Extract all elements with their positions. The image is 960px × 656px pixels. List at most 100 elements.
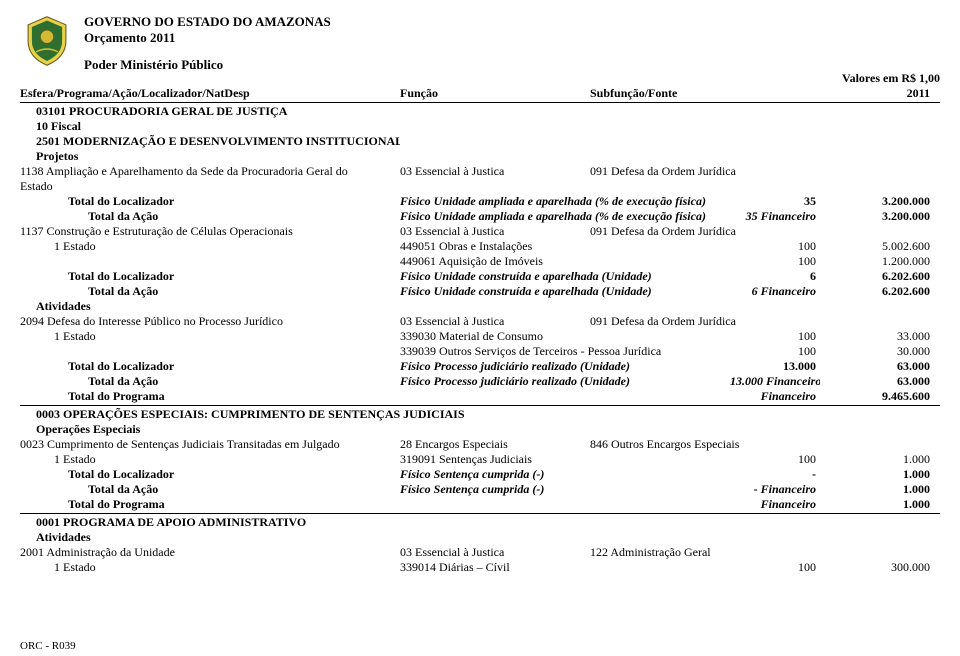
funcao-1137: 03 Essencial à Justica [400, 224, 590, 239]
programa-0001: 0001 PROGRAMA DE APOIO ADMINISTRATIVO [20, 515, 400, 530]
subfuncao-2001: 122 Administração Geral [590, 545, 820, 560]
total-acao-label: Total da Ação [20, 374, 400, 389]
table-row: 1137 Construção e Estruturação de Célula… [20, 224, 940, 239]
table-row: 03101 PROCURADORIA GERAL DE JUSTIÇA [20, 104, 940, 119]
rule [20, 513, 940, 514]
natdesp: 339014 Diárias – Cívil [400, 560, 720, 575]
table-row: Total do Localizador Físico Unidade cons… [20, 269, 940, 284]
fonte: 100 [720, 239, 820, 254]
table-row: 2501 MODERNIZAÇÃO E DESENVOLVIMENTO INST… [20, 134, 940, 149]
table-header-row: Esfera/Programa/Ação/Localizador/NatDesp… [20, 86, 940, 101]
qty: 6 [730, 269, 820, 284]
valor: 300.000 [820, 560, 930, 575]
valor: 6.202.600 [820, 269, 930, 284]
valor: 9.465.600 [820, 389, 930, 404]
table-row: Total do Localizador Físico Sentença cum… [20, 467, 940, 482]
table-row: Total do Programa Financeiro 1.000 [20, 497, 940, 512]
poder-title: Poder Ministério Público [84, 57, 331, 73]
table-row: 1 Estado 339014 Diárias – Cívil 100 300.… [20, 560, 940, 575]
valor: 1.000 [820, 467, 930, 482]
subfuncao-2094: 091 Defesa da Ordem Jurídica [590, 314, 820, 329]
subfuncao-1137: 091 Defesa da Ordem Jurídica [590, 224, 820, 239]
rule [20, 405, 940, 406]
fonte: 100 [720, 329, 820, 344]
total-acao-label: Total da Ação [20, 482, 400, 497]
acao-1138-b: Estado [20, 179, 400, 194]
table-row: 1138 Ampliação e Aparelhamento da Sede d… [20, 164, 940, 179]
total-programa-label: Total do Programa [20, 389, 400, 404]
valor: 1.000 [820, 452, 930, 467]
natdesp: 319091 Sentenças Judiciais [400, 452, 720, 467]
table-row: 0003 OPERAÇÕES ESPECIAIS: CUMPRIMENTO DE… [20, 407, 940, 422]
valor: 3.200.000 [820, 209, 930, 224]
qty: 13.000 [730, 359, 820, 374]
loc-estado: 1 Estado [20, 560, 400, 575]
valor: 3.200.000 [820, 194, 930, 209]
qty-fin: 13.000 Financeiro [730, 374, 820, 389]
acao-2001: 2001 Administração da Unidade [20, 545, 400, 560]
qty: 35 [730, 194, 820, 209]
budget-table: Esfera/Programa/Ação/Localizador/NatDesp… [20, 86, 940, 575]
subfuncao-0023: 846 Outros Encargos Especiais [590, 437, 820, 452]
fisico-desc: Físico Unidade construída e aparelhada (… [400, 269, 730, 284]
col-funcao: Função [400, 86, 590, 101]
qty-fin: - Financeiro [730, 482, 820, 497]
funcao-0023: 28 Encargos Especiais [400, 437, 590, 452]
org-title: 03101 PROCURADORIA GERAL DE JUSTIÇA [20, 104, 400, 119]
fonte: 100 [720, 344, 820, 359]
funcao-1138: 03 Essencial à Justica [400, 164, 590, 179]
subfuncao-1138: 091 Defesa da Ordem Jurídica [590, 164, 820, 179]
total-localizador-label: Total do Localizador [20, 467, 400, 482]
fisico-desc: Físico Unidade ampliada e aparelhada (% … [400, 209, 730, 224]
table-row: 10 Fiscal [20, 119, 940, 134]
valor: 63.000 [820, 359, 930, 374]
fisico-desc: Físico Sentença cumprida (-) [400, 482, 730, 497]
orcamento-year: Orçamento 2011 [84, 30, 331, 46]
esfera-label: 10 Fiscal [20, 119, 400, 134]
fonte: 100 [720, 254, 820, 269]
table-row: Total da Ação Físico Unidade construída … [20, 284, 940, 299]
fisico-desc: Físico Unidade construída e aparelhada (… [400, 284, 730, 299]
acao-1138-a: 1138 Ampliação e Aparelhamento da Sede d… [20, 164, 400, 179]
total-acao-label: Total da Ação [20, 284, 400, 299]
valor: 33.000 [820, 329, 930, 344]
fisico-desc: Físico Processo judiciário realizado (Un… [400, 374, 730, 389]
qty-fin: 35 Financeiro [730, 209, 820, 224]
valor: 5.002.600 [820, 239, 930, 254]
acao-2094: 2094 Defesa do Interesse Público no Proc… [20, 314, 400, 329]
valor: 1.000 [820, 497, 930, 512]
report-code: ORC - R039 [20, 640, 76, 652]
table-row: Total da Ação Físico Processo judiciário… [20, 374, 940, 389]
currency-note: Valores em R$ 1,00 [20, 71, 940, 86]
total-localizador-label: Total do Localizador [20, 359, 400, 374]
col-subfuncao: Subfunção/Fonte [590, 86, 820, 101]
page-header: GOVERNO DO ESTADO DO AMAZONAS Orçamento … [20, 14, 940, 73]
op-especiais-label: Operações Especiais [20, 422, 400, 437]
col-esfera: Esfera/Programa/Ação/Localizador/NatDesp [20, 86, 400, 101]
valor: 6.202.600 [820, 284, 930, 299]
loc-estado: 1 Estado [20, 329, 400, 344]
table-row: 0023 Cumprimento de Sentenças Judiciais … [20, 437, 940, 452]
qty-fin: 6 Financeiro [730, 284, 820, 299]
acao-1137: 1137 Construção e Estruturação de Célula… [20, 224, 400, 239]
crest-icon [20, 14, 74, 68]
total-acao-label: Total da Ação [20, 209, 400, 224]
projetos-label: Projetos [20, 149, 400, 164]
gov-title: GOVERNO DO ESTADO DO AMAZONAS [84, 14, 331, 30]
table-row: Total da Ação Físico Unidade ampliada e … [20, 209, 940, 224]
acao-0023: 0023 Cumprimento de Sentenças Judiciais … [20, 437, 400, 452]
loc-estado: 1 Estado [20, 452, 400, 467]
table-row: Total do Localizador Físico Unidade ampl… [20, 194, 940, 209]
table-row: 1 Estado 319091 Sentenças Judiciais 100 … [20, 452, 940, 467]
table-row: 1 Estado 339030 Material de Consumo 100 … [20, 329, 940, 344]
table-row: 0001 PROGRAMA DE APOIO ADMINISTRATIVO [20, 515, 940, 530]
table-row: 449061 Aquisição de Imóveis 100 1.200.00… [20, 254, 940, 269]
table-row: Atividades [20, 530, 940, 545]
atividades-label: Atividades [20, 299, 400, 314]
natdesp: 449051 Obras e Instalações [400, 239, 720, 254]
valor: 1.200.000 [820, 254, 930, 269]
natdesp: 449061 Aquisição de Imóveis [400, 254, 720, 269]
total-localizador-label: Total do Localizador [20, 269, 400, 284]
valor: 30.000 [820, 344, 930, 359]
natdesp: 339030 Material de Consumo [400, 329, 720, 344]
